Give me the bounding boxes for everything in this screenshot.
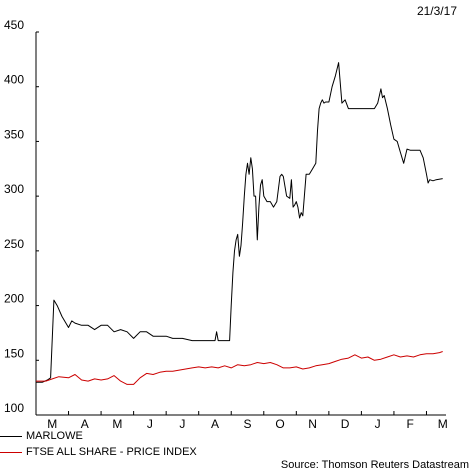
legend-entry-marlowe: MARLOWE bbox=[0, 428, 197, 444]
legend: MARLOWE FTSE ALL SHARE - PRICE INDEX bbox=[0, 428, 197, 460]
y-tick-label: 200 bbox=[4, 292, 24, 306]
series-line-ftse bbox=[36, 351, 443, 385]
x-tick-label: O bbox=[275, 417, 284, 431]
x-tick-label: A bbox=[211, 417, 219, 431]
x-tick-label: M bbox=[47, 417, 57, 431]
x-tick-label: J bbox=[375, 417, 381, 431]
legend-swatch-marlowe bbox=[0, 435, 22, 437]
series-line-marlowe bbox=[36, 62, 443, 383]
y-tick-label: 300 bbox=[4, 182, 24, 196]
y-tick-label: 150 bbox=[4, 346, 24, 360]
legend-label-marlowe: MARLOWE bbox=[26, 430, 83, 442]
y-tick-label: 450 bbox=[4, 18, 24, 32]
x-tick-label: J bbox=[147, 417, 153, 431]
legend-label-ftse: FTSE ALL SHARE - PRICE INDEX bbox=[26, 446, 197, 458]
x-tick-label: D bbox=[341, 417, 350, 431]
y-tick-label: 350 bbox=[4, 127, 24, 141]
series-layer bbox=[36, 62, 443, 385]
y-tick-label: 400 bbox=[4, 73, 24, 87]
legend-swatch-ftse bbox=[0, 451, 22, 453]
date-label: 21/3/17 bbox=[416, 4, 457, 18]
x-tick-label: M bbox=[112, 417, 122, 431]
x-tick-label: M bbox=[438, 417, 448, 431]
x-tick-label: N bbox=[308, 417, 317, 431]
x-tick-label: A bbox=[81, 417, 89, 431]
x-tick-label: S bbox=[244, 417, 252, 431]
x-tick-label: J bbox=[179, 417, 185, 431]
x-tick-label: F bbox=[407, 417, 414, 431]
source-label: Source: Thomson Reuters Datastream bbox=[280, 459, 469, 471]
y-tick-label: 250 bbox=[4, 237, 24, 251]
y-axis: 100 150 200 250 300 350 400 450 bbox=[4, 18, 39, 416]
legend-entry-ftse: FTSE ALL SHARE - PRICE INDEX bbox=[0, 444, 197, 460]
y-tick-label: 100 bbox=[4, 401, 24, 415]
